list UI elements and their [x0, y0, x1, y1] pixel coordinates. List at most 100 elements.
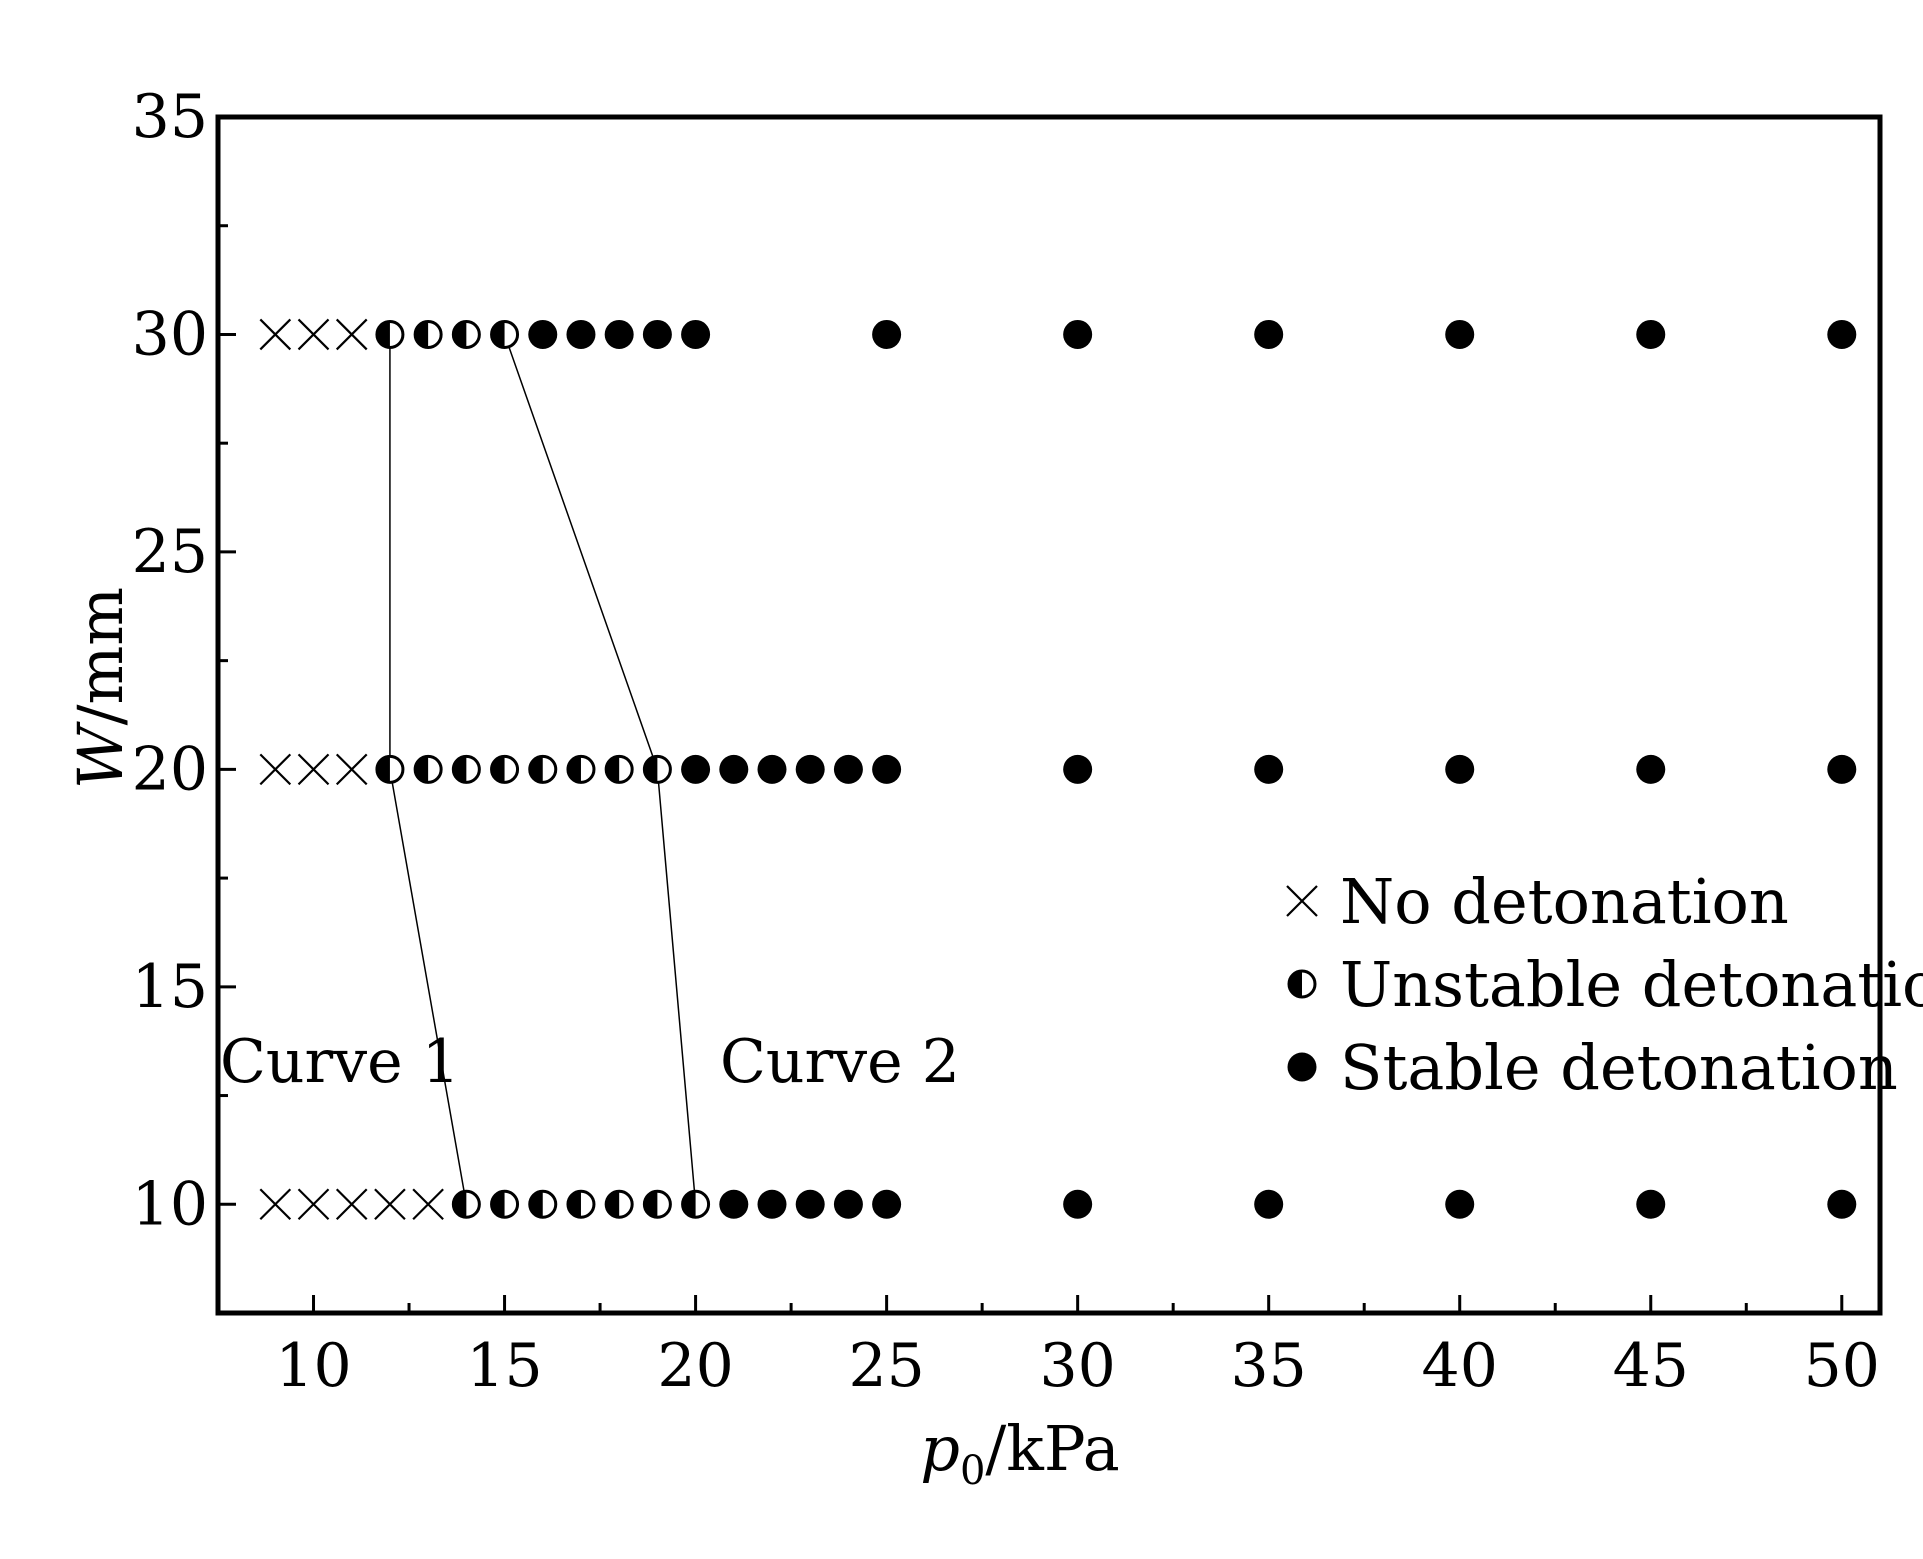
marker-half-fill	[491, 1191, 505, 1218]
data-point	[1827, 319, 1857, 349]
series-1	[259, 318, 444, 1221]
data-point	[1063, 1189, 1093, 1219]
marker-half-fill	[682, 1191, 696, 1218]
data-point	[757, 754, 787, 784]
marker-stroke	[259, 318, 292, 351]
marker-stroke	[259, 1188, 292, 1221]
data-point	[1636, 1189, 1666, 1219]
x-axis-label-unit: /kPa	[985, 1412, 1119, 1485]
marker-stroke	[335, 1188, 368, 1221]
data-point	[528, 319, 558, 349]
plot-frame	[215, 114, 1883, 1316]
data-point	[451, 1189, 481, 1219]
x-axis-label-var: p	[920, 1412, 960, 1485]
y-axis-label-var: W	[64, 721, 137, 789]
y-tick-label: 25	[132, 517, 208, 587]
data-point	[297, 1188, 330, 1221]
marker-stroke	[374, 1188, 406, 1221]
data-point	[259, 1188, 292, 1221]
marker-half-fill	[606, 756, 620, 783]
y-tick-label: 20	[132, 734, 208, 804]
marker-stroke	[259, 753, 292, 786]
data-point	[1636, 754, 1666, 784]
x-tick-label: 35	[1231, 1331, 1307, 1401]
y-tick-label: 10	[132, 1169, 208, 1239]
marker-half-fill	[415, 756, 429, 783]
legend-label: Stable detonation	[1340, 1031, 1898, 1104]
x-tick-label: 20	[657, 1331, 733, 1401]
data-point	[681, 319, 711, 349]
marker-half-fill	[529, 756, 543, 783]
axis-ticks: 10 15 20 25 30 35 40 45 50 10 15 20 25 30 35	[132, 82, 1880, 1401]
data-point	[1827, 754, 1857, 784]
data-point	[374, 1188, 406, 1221]
data-point	[259, 318, 292, 351]
data-point	[1254, 754, 1284, 784]
data-point	[604, 319, 634, 349]
marker-stroke	[297, 753, 330, 786]
y-tick-label: 15	[132, 952, 208, 1022]
data-point	[335, 753, 368, 786]
data-point	[604, 1189, 634, 1219]
marker-stroke	[412, 1188, 444, 1221]
data-point	[451, 754, 481, 784]
y-axis-label: W/mm	[64, 587, 137, 789]
data-point	[795, 1189, 825, 1219]
data-point	[795, 754, 825, 784]
data-point	[757, 1189, 787, 1219]
data-point	[1445, 1189, 1475, 1219]
data-point	[1827, 1189, 1857, 1219]
y-tick-label: 35	[132, 82, 208, 152]
legend-marker	[1287, 1052, 1317, 1082]
data-point	[681, 754, 711, 784]
marker-half-fill	[453, 756, 467, 783]
data-point	[335, 1188, 368, 1221]
data-points	[259, 318, 1857, 1221]
annotations: Curve 1 Curve 2	[220, 1027, 960, 1097]
marker-stroke	[297, 318, 330, 351]
y-tick-label: 30	[132, 299, 208, 369]
data-point	[566, 1189, 596, 1219]
marker-half-fill	[415, 321, 429, 348]
data-point	[375, 319, 405, 349]
data-point	[413, 319, 443, 349]
y-axis-label-unit: /mm	[64, 587, 137, 725]
marker-half-fill	[376, 756, 390, 783]
legend-label: Unstable detonation	[1340, 948, 1923, 1021]
data-point	[335, 318, 368, 351]
series-2	[375, 319, 711, 1219]
legend-marker	[1286, 885, 1318, 917]
data-point	[490, 1189, 520, 1219]
marker-half-fill	[376, 321, 390, 348]
data-point	[451, 319, 481, 349]
marker-half-fill	[644, 756, 658, 783]
x-tick-label: 10	[275, 1331, 351, 1401]
x-tick-label: 25	[848, 1331, 924, 1401]
data-point	[566, 319, 596, 349]
curve-label-1: Curve 1	[220, 1027, 460, 1097]
data-point	[375, 754, 405, 784]
legend: No detonation Unstable detonation Stable d…	[1286, 865, 1923, 1104]
legend-label: No detonation	[1340, 865, 1789, 938]
x-tick-label: 15	[466, 1331, 542, 1401]
x-axis-label: p0/kPa	[920, 1412, 1120, 1494]
marker-half-fill	[1289, 971, 1302, 997]
marker-stroke	[1286, 885, 1318, 917]
data-point	[490, 754, 520, 784]
data-point	[642, 754, 672, 784]
data-point	[642, 319, 672, 349]
data-point	[1445, 754, 1475, 784]
data-point	[1254, 1189, 1284, 1219]
x-tick-label: 50	[1804, 1331, 1880, 1401]
data-point	[642, 1189, 672, 1219]
marker-half-fill	[453, 1191, 467, 1218]
data-point	[413, 754, 443, 784]
data-point	[833, 754, 863, 784]
data-point	[681, 1189, 711, 1219]
x-tick-label: 45	[1613, 1331, 1689, 1401]
marker-stroke	[335, 318, 368, 351]
x-axis-label-sub: 0	[960, 1448, 985, 1494]
legend-marker	[1287, 969, 1317, 999]
data-point	[528, 1189, 558, 1219]
